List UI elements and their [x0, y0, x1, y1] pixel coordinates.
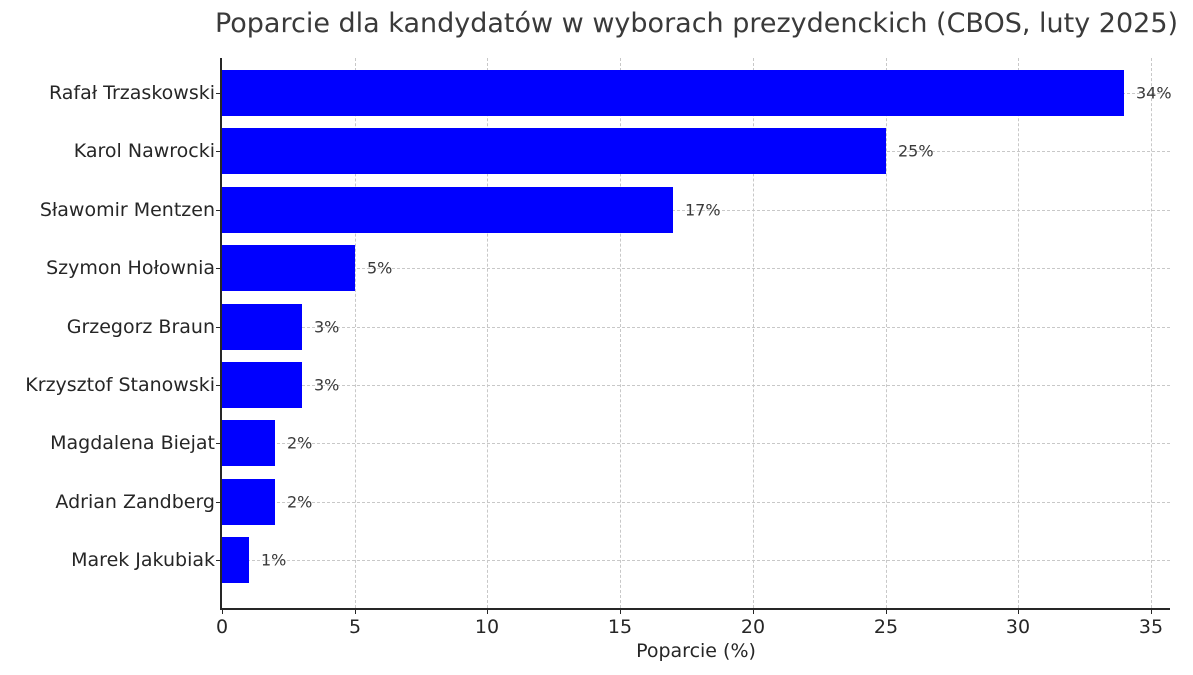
- bar-value-label: 34%: [1136, 83, 1172, 103]
- x-gridline: [886, 58, 887, 608]
- x-gridline: [1018, 58, 1019, 608]
- y-gridline: [222, 560, 1170, 561]
- bar-value-label: 2%: [287, 433, 313, 453]
- chart-title: Poparcie dla kandydatów w wyborach prezy…: [214, 8, 1179, 39]
- y-tick-label: Szymon Hołownia: [46, 257, 215, 279]
- y-tick-label: Karol Nawrocki: [73, 140, 215, 162]
- x-tick-label: 20: [740, 616, 766, 638]
- bar: [222, 362, 302, 408]
- y-tick-mark: [216, 502, 221, 503]
- y-tick-mark: [216, 385, 221, 386]
- y-tick-mark: [216, 210, 221, 211]
- bar: [222, 128, 886, 174]
- x-gridline: [355, 58, 356, 608]
- bar-value-label: 3%: [314, 317, 340, 337]
- y-tick-mark: [216, 93, 221, 94]
- x-tick-label: 30: [1005, 616, 1031, 638]
- x-gridline: [753, 58, 754, 608]
- y-tick-label: Krzysztof Stanowski: [25, 374, 215, 396]
- y-gridline: [222, 502, 1170, 503]
- bar: [222, 420, 275, 466]
- bar-value-label: 3%: [314, 375, 340, 395]
- y-tick-mark: [216, 327, 221, 328]
- x-axis-spine: [220, 608, 1170, 610]
- bar: [222, 304, 302, 350]
- x-tick-label: 5: [348, 616, 362, 638]
- bar: [222, 479, 275, 525]
- x-gridline: [487, 58, 488, 608]
- y-tick-label: Magdalena Biejat: [50, 432, 215, 454]
- y-tick-label: Marek Jakubiak: [71, 549, 215, 571]
- x-tick-label: 0: [215, 616, 229, 638]
- x-gridline: [620, 58, 621, 608]
- x-tick-mark: [487, 609, 488, 614]
- y-axis-spine: [220, 58, 222, 610]
- bar-value-label: 2%: [287, 492, 313, 512]
- x-tick-mark: [1018, 609, 1019, 614]
- y-tick-mark: [216, 443, 221, 444]
- bar-value-label: 17%: [685, 200, 721, 220]
- y-gridline: [222, 327, 1170, 328]
- bar-value-label: 1%: [261, 550, 287, 570]
- y-tick-label: Rafał Trzaskowski: [48, 82, 215, 104]
- x-tick-label: 15: [607, 616, 633, 638]
- x-tick-mark: [222, 609, 223, 614]
- x-tick-label: 35: [1138, 616, 1164, 638]
- bar-value-label: 5%: [367, 258, 393, 278]
- x-axis-label: Poparcie (%): [636, 640, 756, 662]
- y-tick-mark: [216, 560, 221, 561]
- x-gridline: [1151, 58, 1152, 608]
- bar: [222, 70, 1124, 116]
- x-tick-mark: [753, 609, 754, 614]
- y-tick-label: Grzegorz Braun: [66, 316, 215, 338]
- x-tick-mark: [1151, 609, 1152, 614]
- y-gridline: [222, 443, 1170, 444]
- y-tick-mark: [216, 151, 221, 152]
- x-tick-label: 25: [873, 616, 899, 638]
- y-tick-mark: [216, 268, 221, 269]
- x-tick-mark: [620, 609, 621, 614]
- x-tick-label: 10: [474, 616, 500, 638]
- y-gridline: [222, 385, 1170, 386]
- bar: [222, 537, 249, 583]
- bar: [222, 245, 355, 291]
- y-tick-label: Adrian Zandberg: [55, 491, 215, 513]
- y-gridline: [222, 210, 1170, 211]
- y-gridline: [222, 268, 1170, 269]
- x-tick-mark: [355, 609, 356, 614]
- bar-value-label: 25%: [898, 141, 934, 161]
- bar: [222, 187, 673, 233]
- y-tick-label: Sławomir Mentzen: [39, 199, 215, 221]
- x-tick-mark: [886, 609, 887, 614]
